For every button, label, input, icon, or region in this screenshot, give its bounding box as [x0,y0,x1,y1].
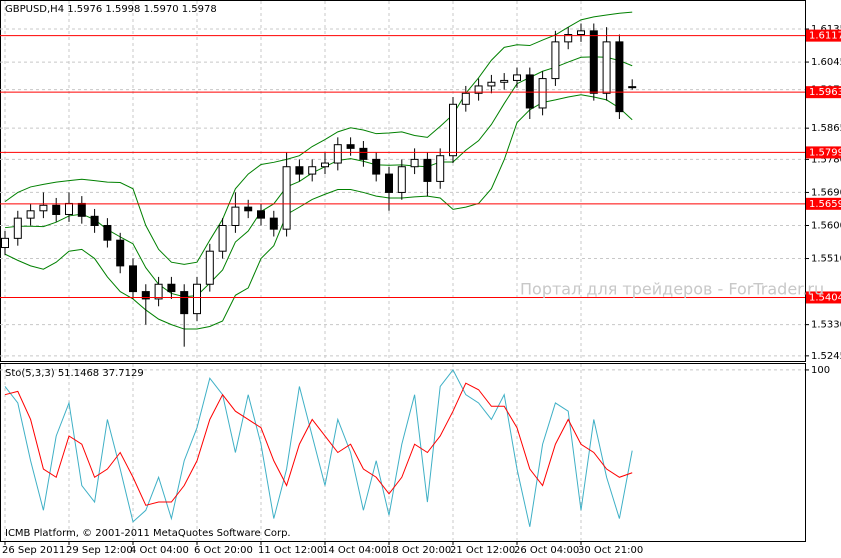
candle-body [513,74,521,81]
x-tick-label: 11 Oct 12:00 [258,545,323,556]
y-tick-label: 1.5330 [811,320,841,331]
candle-body [359,147,368,160]
candle-body [193,283,201,315]
x-tick-label: 29 Sep 12:00 [66,545,133,556]
candle-body [628,86,637,89]
candle-body [129,265,137,293]
candle-body [436,155,445,182]
level-label-box [806,197,841,210]
candle-body [90,215,99,226]
candle-body [423,158,432,182]
candle-body [487,81,496,87]
x-tick-label: 26 Oct 04:00 [514,545,579,556]
candle-body [372,158,381,175]
level-label-box [806,86,841,99]
candle-body [449,103,457,157]
y-tick-label: 1.6135 [811,24,841,35]
x-tick-label: 6 Oct 20:00 [194,545,253,556]
y-tick-label: 1.5865 [811,123,841,134]
candle-body [385,173,393,193]
candle-body [321,162,329,168]
candle-body [154,283,163,300]
y-tick-label: 1.6045 [811,57,841,68]
candle-body [410,158,419,168]
y-tick-label: 1.5510 [811,254,841,265]
candle-body [141,291,150,300]
level-label: 1.5963 [809,87,841,98]
candle-body [52,204,61,215]
candle-body [308,166,317,175]
candle-body [577,30,585,36]
copyright: ICMB Platform, © 2001-2011 MetaQuotes So… [5,528,291,539]
candle-body [218,224,227,252]
candle-body [116,239,125,267]
candle-body [257,210,265,219]
y-tick-label: 100 [811,365,830,376]
level-label-box [806,291,841,304]
candle-body [282,166,291,230]
candle-body [167,283,176,293]
level-label: 1.5799 [809,147,841,158]
y-tick-label: 1.5245 [811,351,841,362]
indicator-line [4,369,633,527]
x-tick-label: 18 Oct 20:00 [386,545,451,556]
level-label-box [806,29,841,42]
x-tick-label: 26 Sep 2011 [2,545,65,556]
candle-body [103,224,112,241]
x-tick-label: 21 Oct 12:00 [450,545,515,556]
y-tick-label: 1.5600 [811,220,841,231]
x-tick-label: 4 Oct 04:00 [130,545,189,556]
candle-body [538,78,547,109]
candle-body [1,237,9,249]
level-label-box [806,146,841,159]
candle-body [602,41,611,94]
indicator-line [4,11,633,265]
candle-body [500,79,509,83]
indicator-line [4,382,633,506]
candle-body [397,166,406,193]
level-label: 1.5404 [809,292,841,303]
candle-body [244,206,253,212]
level-label: 1.5659 [809,199,841,210]
candle-body [564,34,573,43]
candle-body [474,85,483,94]
candle-body [180,291,189,315]
x-tick-label: 30 Oct 21:00 [578,545,643,556]
candle-body [615,41,624,113]
candle-body [589,30,598,94]
candle-body [551,41,560,80]
candle-body [333,144,342,164]
chart-title: GBPUSD,H4 1.5976 1.5998 1.5970 1.5978 [5,4,217,15]
candle-body [13,217,22,239]
stoch-panel [0,363,806,542]
candle-body [77,202,86,217]
candle-body [346,144,355,149]
candle-body [269,217,278,230]
y-tick-label: 1.5690 [811,187,841,198]
indicator-title: Sto(5,3,3) 51.1468 37.7129 [5,368,144,379]
x-tick-label: 14 Oct 04:00 [322,545,387,556]
candle-body [525,74,534,109]
candle-body [205,250,214,285]
candle-body [39,204,48,212]
indicator-line [4,94,633,330]
candle-body [461,92,470,105]
watermark: Портал для трейдеров - ForTrader.ru [520,280,824,299]
y-tick-label: 1.5780 [811,154,841,165]
candle-body [231,206,240,226]
level-label: 1.6117 [809,31,841,42]
candle-body [65,202,73,215]
candle-body [295,166,304,175]
candle-body [26,210,35,219]
